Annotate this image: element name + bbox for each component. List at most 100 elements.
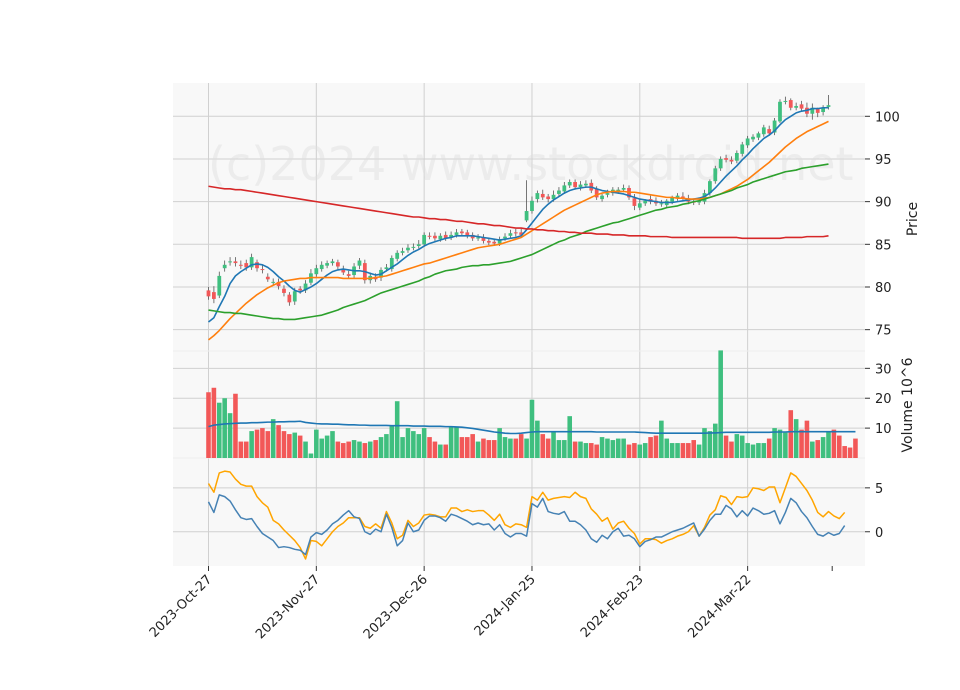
candle-body	[708, 181, 712, 194]
volume-bar	[696, 444, 702, 458]
candle-body	[573, 182, 577, 188]
price-panel	[206, 94, 831, 341]
volume-bar	[562, 440, 567, 458]
macd-y-tick-label: 5	[875, 482, 883, 497]
volume-panel	[206, 350, 858, 458]
volume-bar	[243, 441, 249, 458]
candle-body	[470, 234, 475, 239]
candle-body	[751, 136, 755, 140]
watermark: (c)2024 www.stockdroid.net	[208, 137, 854, 191]
volume-bar	[632, 443, 637, 458]
volume-bar	[799, 429, 804, 458]
macd-panel	[207, 470, 846, 560]
volume-bar	[524, 438, 529, 458]
candle-body	[562, 185, 567, 192]
volume-bar	[664, 438, 670, 458]
candle-body	[287, 294, 292, 303]
price-y-tick-label: 85	[875, 238, 892, 253]
price-y-tick-label: 100	[875, 110, 900, 125]
candle-body	[298, 288, 303, 291]
candle-body	[389, 257, 394, 270]
candle-body	[578, 184, 583, 188]
volume-bar	[637, 444, 643, 458]
volume-bar	[723, 435, 729, 458]
candle-body	[778, 101, 782, 122]
candle-body	[400, 251, 405, 253]
volume-bar	[427, 437, 432, 458]
volume-bar	[394, 401, 400, 458]
candle-body	[718, 158, 723, 169]
volume-bar	[707, 431, 713, 458]
candle-body	[783, 100, 788, 102]
candle-body	[740, 144, 745, 154]
volume-bar	[815, 440, 821, 458]
price-y-tick-label: 75	[875, 324, 892, 339]
volume-bar	[421, 428, 427, 458]
candle-body	[282, 288, 286, 293]
volume-bar	[227, 413, 233, 458]
volume-bar	[260, 428, 265, 458]
ma-long-line	[208, 185, 829, 240]
candle-body	[249, 257, 254, 268]
volume-bar	[438, 444, 443, 458]
volume-bar	[222, 398, 227, 458]
volume-bar	[734, 434, 740, 458]
volume-bar	[475, 441, 481, 458]
volume-bar	[793, 419, 799, 458]
volume-bar	[712, 423, 718, 458]
candle-body	[508, 233, 513, 236]
volume-bar	[443, 444, 449, 458]
candle-body	[465, 232, 470, 236]
candle-body	[476, 237, 480, 239]
volume-bar	[588, 443, 594, 458]
volume-bar	[761, 443, 767, 458]
volume-bar	[378, 437, 384, 458]
candle-body	[303, 283, 308, 291]
candle-body	[524, 211, 529, 221]
candle-body	[513, 232, 518, 234]
ma-fast-line	[208, 106, 829, 323]
volume-bar	[233, 393, 238, 458]
volume-bar	[405, 428, 411, 458]
candle-body	[821, 107, 825, 113]
candle-body	[438, 235, 443, 240]
x-tick-label: 2024-Jan-25	[472, 572, 539, 639]
candle-body	[557, 190, 561, 194]
candle-body	[212, 292, 216, 299]
candle-body	[551, 194, 556, 200]
volume-bar	[686, 443, 691, 458]
candle-body	[260, 269, 265, 271]
volume-bar	[750, 444, 756, 458]
volume-bar	[373, 440, 378, 458]
volume-bar	[367, 441, 373, 458]
volume-bar	[351, 440, 357, 458]
candle-body	[567, 182, 572, 186]
volume-bar	[653, 435, 659, 458]
volume-bar	[362, 443, 368, 458]
candle-body	[584, 183, 588, 186]
candle-body	[217, 275, 222, 296]
candle-body	[530, 200, 534, 212]
volume-bar	[502, 437, 508, 458]
volume-bar	[432, 441, 438, 458]
candle-body	[670, 197, 675, 202]
candle-body	[395, 252, 400, 259]
volume-bar	[314, 429, 319, 458]
candle-body	[519, 232, 524, 235]
candle-body	[637, 203, 642, 208]
volume-bar	[669, 443, 675, 458]
candle-body	[206, 290, 211, 297]
volume-bar	[265, 431, 271, 458]
volume-bar	[497, 428, 502, 458]
candle-body	[799, 104, 804, 109]
candle-body	[815, 108, 820, 113]
volume-bar	[594, 444, 599, 458]
volume-y-tick-label: 10	[875, 422, 892, 437]
volume-bar	[518, 434, 524, 458]
x-tick-label: 2024-Mar-22	[685, 572, 754, 641]
volume-bar	[464, 437, 470, 458]
candle-body	[492, 241, 497, 244]
volume-bar	[319, 438, 325, 458]
volume-bar	[648, 437, 653, 458]
volume-bar	[324, 435, 330, 458]
